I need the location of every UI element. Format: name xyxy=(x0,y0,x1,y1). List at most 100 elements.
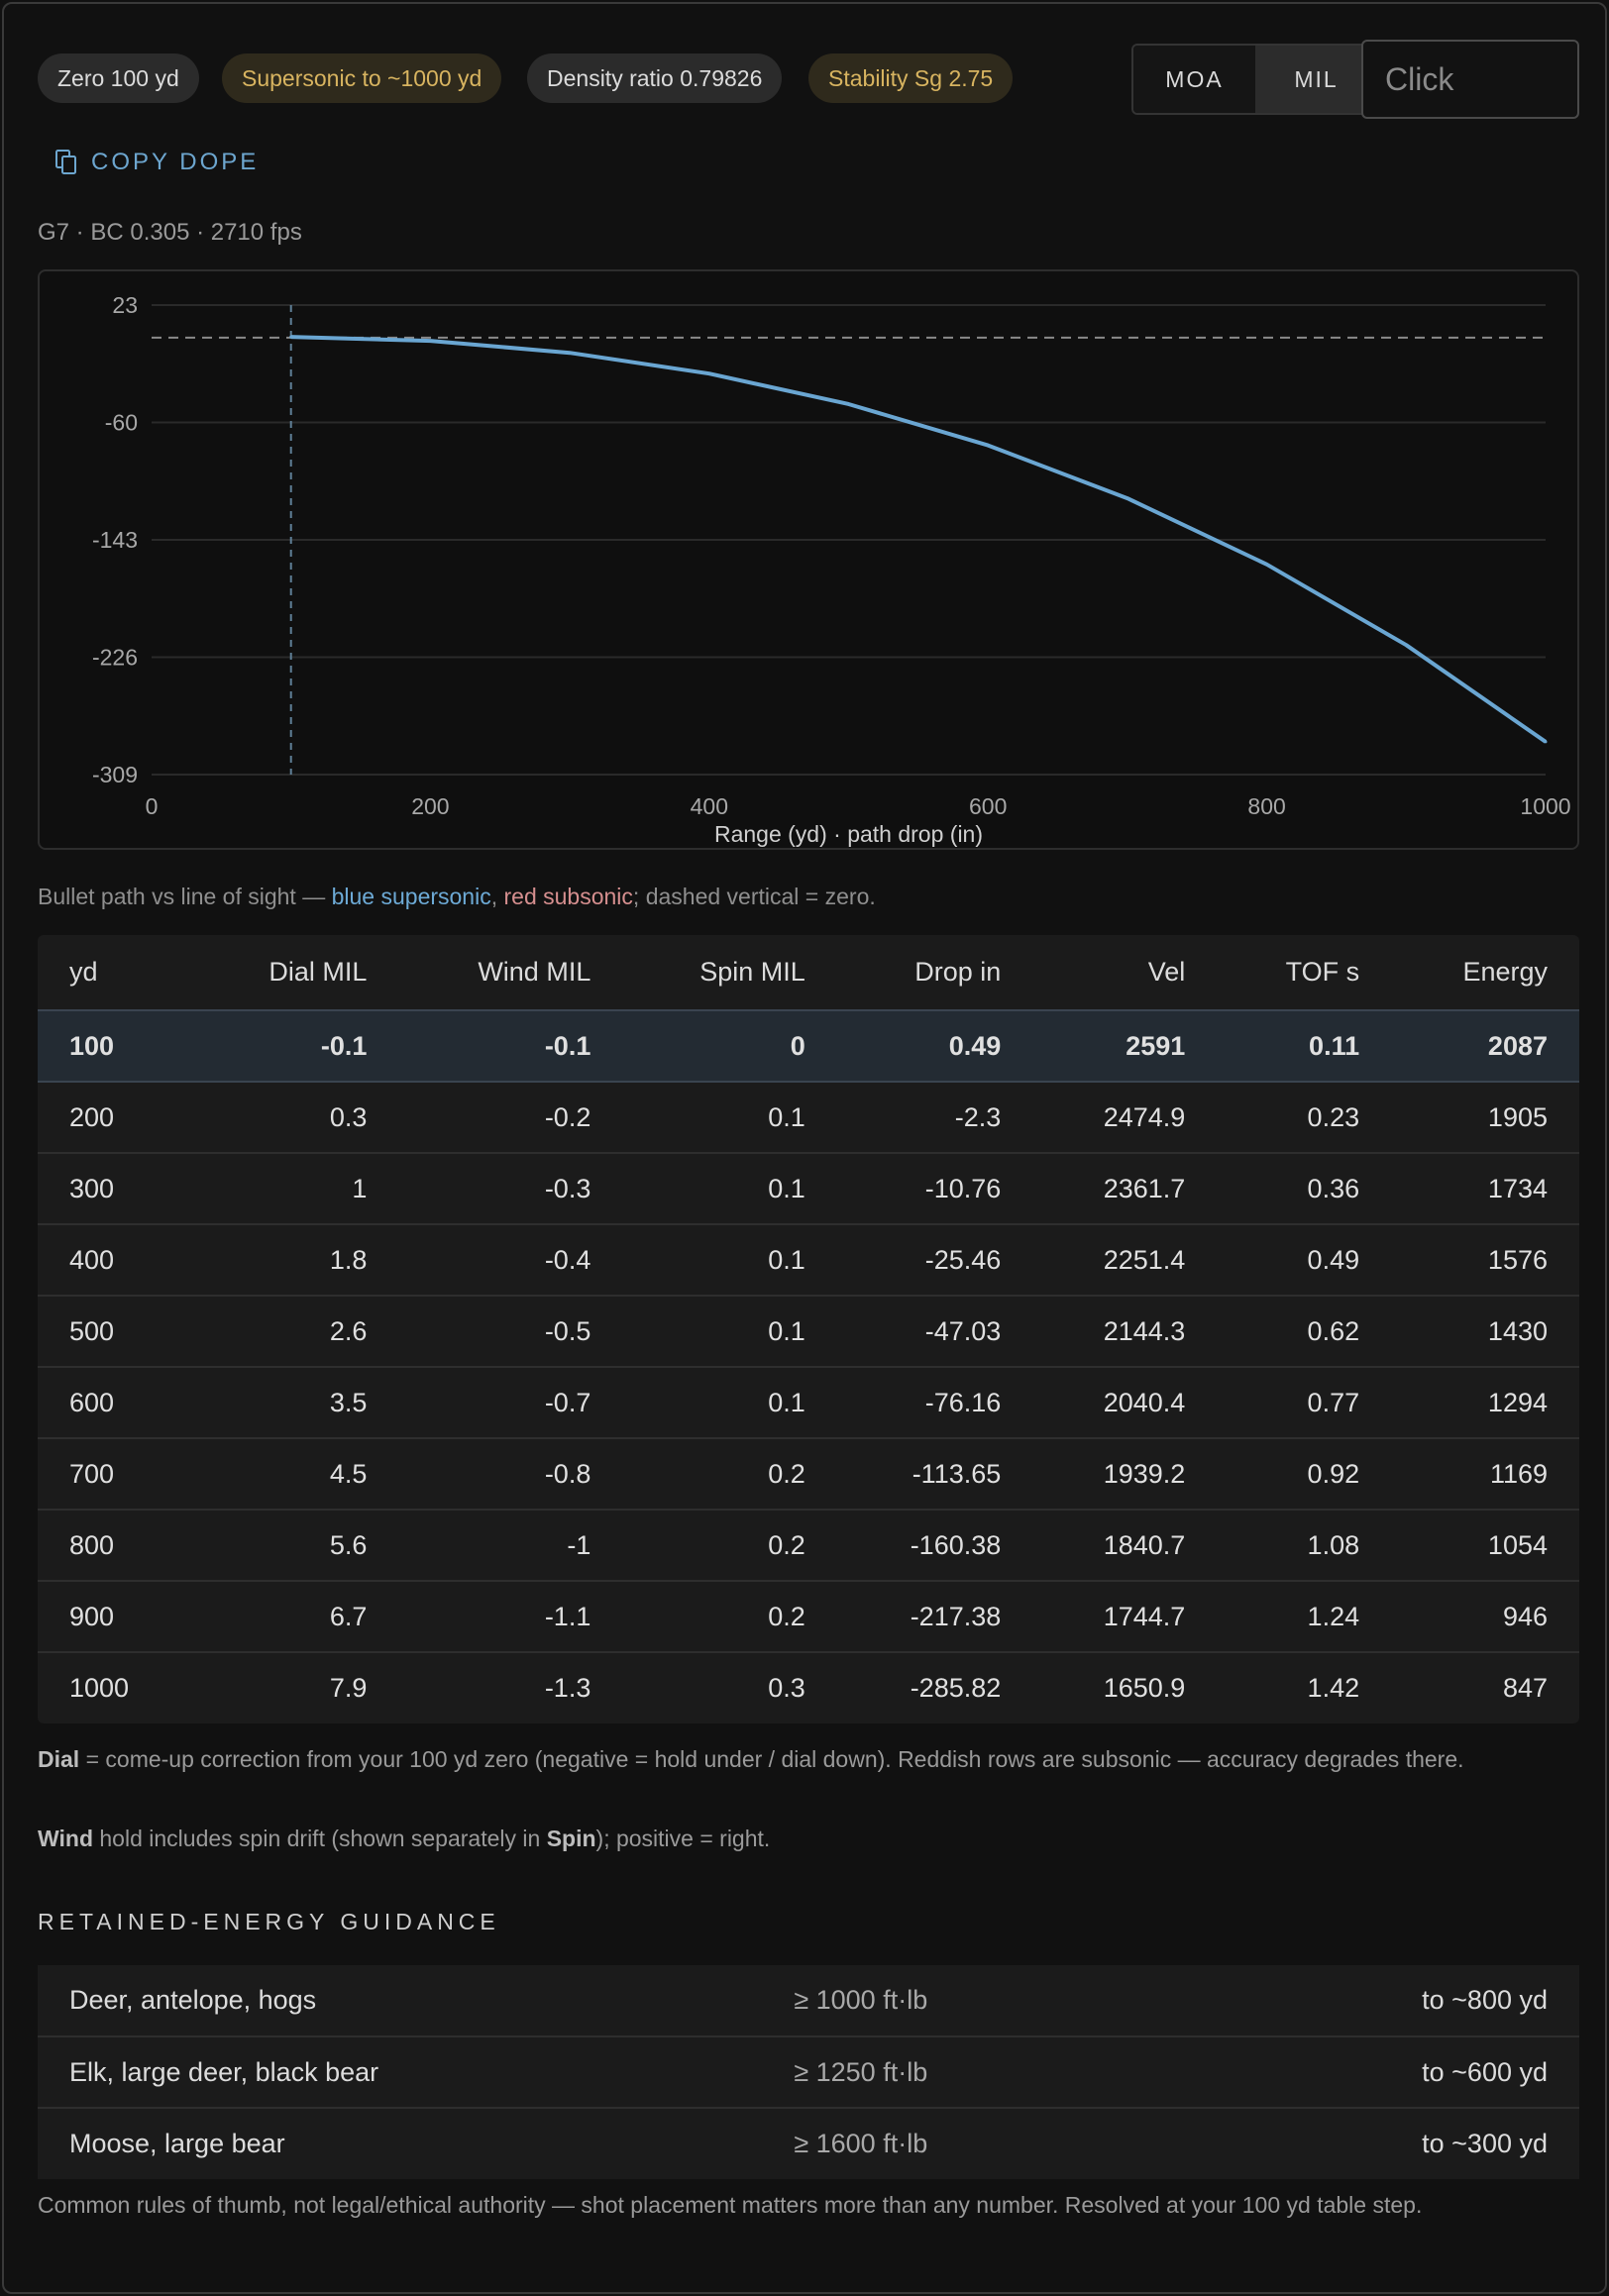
dial-note: Dial = come-up correction from your 100 … xyxy=(38,1739,1579,1779)
cell-spin: 0.3 xyxy=(768,1673,805,1703)
cell-spin: 0.2 xyxy=(768,1458,805,1489)
cell-drop: -160.38 xyxy=(910,1529,1002,1560)
energy-reach: to ~600 yd xyxy=(1422,2056,1548,2087)
trajectory-point xyxy=(568,351,572,355)
energy-game: Elk, large deer, black bear xyxy=(69,2056,379,2087)
y-tick-label: -60 xyxy=(105,410,138,436)
energy-row: Deer, antelope, hogs ≥ 1000 ft·lb to ~80… xyxy=(38,1965,1579,2036)
cell-spin: 0.1 xyxy=(768,1315,805,1346)
spin-note-term: Spin xyxy=(546,1826,596,1851)
table-row: 600 3.5 -0.7 0.1 -76.16 2040.4 0.77 1294 xyxy=(38,1367,1579,1438)
energy-guidance-table: Deer, antelope, hogs ≥ 1000 ft·lb to ~80… xyxy=(38,1965,1579,2179)
cell-spin: 0.1 xyxy=(768,1387,805,1417)
zero-chip: Zero 100 yd xyxy=(38,53,199,103)
load-summary: G7 · BC 0.305 · 2710 fps xyxy=(38,219,302,246)
mil-button[interactable]: MIL xyxy=(1255,46,1377,113)
cell-spin: 0.1 xyxy=(768,1101,805,1132)
x-tick-label: 0 xyxy=(146,793,159,819)
cell-dial: -0.1 xyxy=(320,1030,368,1061)
energy-reach: to ~800 yd xyxy=(1422,1985,1548,2015)
energy-requirement: ≥ 1600 ft·lb xyxy=(794,2129,928,2158)
energy-requirement: ≥ 1000 ft·lb xyxy=(794,1985,928,2015)
cell-energy: 1294 xyxy=(1487,1387,1548,1417)
cell-dial: 0.3 xyxy=(329,1101,368,1132)
cell-wind: -0.5 xyxy=(544,1315,591,1346)
cell-yd: 600 xyxy=(69,1387,115,1417)
cell-yd: 200 xyxy=(69,1101,115,1132)
x-tick-label: 400 xyxy=(691,793,728,819)
trajectory-point xyxy=(986,444,990,448)
cell-drop: -217.38 xyxy=(910,1601,1002,1631)
cell-drop: -76.16 xyxy=(924,1387,1002,1417)
wind-note-text-end: ); positive = right. xyxy=(595,1826,771,1851)
click-input[interactable] xyxy=(1361,40,1579,119)
cell-wind: -1.3 xyxy=(544,1673,591,1703)
col-tof: TOF s xyxy=(1285,957,1360,987)
dope-header-row: yd Dial MIL Wind MIL Spin MIL Drop in Ve… xyxy=(38,935,1579,1010)
cell-spin: 0.1 xyxy=(768,1244,805,1275)
cell-wind: -1 xyxy=(567,1529,591,1560)
cell-yd: 800 xyxy=(69,1529,115,1560)
cell-spin: 0.2 xyxy=(768,1529,805,1560)
trajectory-plot: 23 -60 -143 -226 -309 0 200 400 600 800 1000 Range … xyxy=(92,292,1571,847)
density-ratio-chip: Density ratio 0.79826 xyxy=(527,53,783,103)
trajectory-point xyxy=(1544,740,1548,744)
x-tick-label: 1000 xyxy=(1520,793,1570,819)
cell-dial: 5.6 xyxy=(329,1529,368,1560)
cell-spin: 0.2 xyxy=(768,1601,805,1631)
moa-button[interactable]: MOA xyxy=(1133,46,1255,113)
x-tick-label: 200 xyxy=(411,793,449,819)
y-tick-label: -226 xyxy=(92,645,138,671)
wind-note-text: hold includes spin drift (shown separate… xyxy=(93,1826,547,1851)
x-tick-label: 800 xyxy=(1247,793,1285,819)
energy-footnote: Common rules of thumb, not legal/ethical… xyxy=(38,2192,1423,2218)
wind-note-term: Wind xyxy=(38,1826,93,1851)
cell-tof: 0.62 xyxy=(1307,1315,1360,1346)
cell-energy: 1169 xyxy=(1489,1458,1548,1489)
cell-spin: 0.1 xyxy=(768,1173,805,1203)
legend-subsonic: red subsonic xyxy=(503,884,633,909)
col-dial: Dial MIL xyxy=(268,957,368,987)
legend-separator: , xyxy=(490,884,504,909)
cell-tof: 0.11 xyxy=(1309,1030,1360,1061)
cell-tof: 0.92 xyxy=(1307,1458,1360,1489)
cell-vel: 1650.9 xyxy=(1103,1673,1186,1703)
cell-drop: -113.65 xyxy=(912,1458,1002,1489)
cell-yd: 400 xyxy=(69,1244,115,1275)
cell-wind: -0.2 xyxy=(544,1101,591,1132)
table-row: 200 0.3 -0.2 0.1 -2.3 2474.9 0.23 1905 xyxy=(38,1082,1579,1153)
energy-section-title: RETAINED-ENERGY GUIDANCE xyxy=(38,1909,500,1934)
cell-yd: 700 xyxy=(69,1458,115,1489)
cell-energy: 2087 xyxy=(1487,1030,1548,1061)
cell-tof: 1.24 xyxy=(1307,1601,1360,1631)
stability-chip: Stability Sg 2.75 xyxy=(808,53,1014,103)
cell-tof: 0.77 xyxy=(1307,1387,1360,1417)
energy-game: Moose, large bear xyxy=(69,2129,285,2158)
cell-dial: 1.8 xyxy=(329,1244,368,1275)
cell-vel: 2144.3 xyxy=(1103,1315,1186,1346)
cell-wind: -0.3 xyxy=(544,1173,591,1203)
trajectory-point xyxy=(289,335,293,339)
col-energy: Energy xyxy=(1462,957,1548,987)
dope-table: yd Dial MIL Wind MIL Spin MIL Drop in Ve… xyxy=(38,935,1579,1723)
cell-spin: 0 xyxy=(790,1030,805,1061)
wind-note: Wind hold includes spin drift (shown sep… xyxy=(38,1819,1579,1858)
cell-vel: 1939.2 xyxy=(1103,1458,1186,1489)
cell-energy: 1734 xyxy=(1487,1173,1548,1203)
cell-yd: 900 xyxy=(69,1601,115,1631)
cell-drop: -25.46 xyxy=(924,1244,1002,1275)
cell-wind: -0.8 xyxy=(544,1458,591,1489)
energy-requirement: ≥ 1250 ft·lb xyxy=(794,2056,928,2087)
energy-reach: to ~300 yd xyxy=(1422,2129,1548,2158)
cell-wind: -1.1 xyxy=(544,1601,591,1631)
table-row: 100 -0.1 -0.1 0 0.49 2591 0.11 2087 xyxy=(38,1010,1579,1082)
cell-energy: 847 xyxy=(1502,1673,1548,1703)
copy-dope-button[interactable]: COPY DOPE xyxy=(55,143,259,182)
cell-wind: -0.1 xyxy=(544,1030,591,1061)
cell-vel: 2474.9 xyxy=(1103,1101,1186,1132)
cell-energy: 1576 xyxy=(1487,1244,1548,1275)
cell-yd: 500 xyxy=(69,1315,115,1346)
trajectory-point xyxy=(1404,643,1408,647)
legend-prefix: Bullet path vs line of sight — xyxy=(38,884,332,909)
